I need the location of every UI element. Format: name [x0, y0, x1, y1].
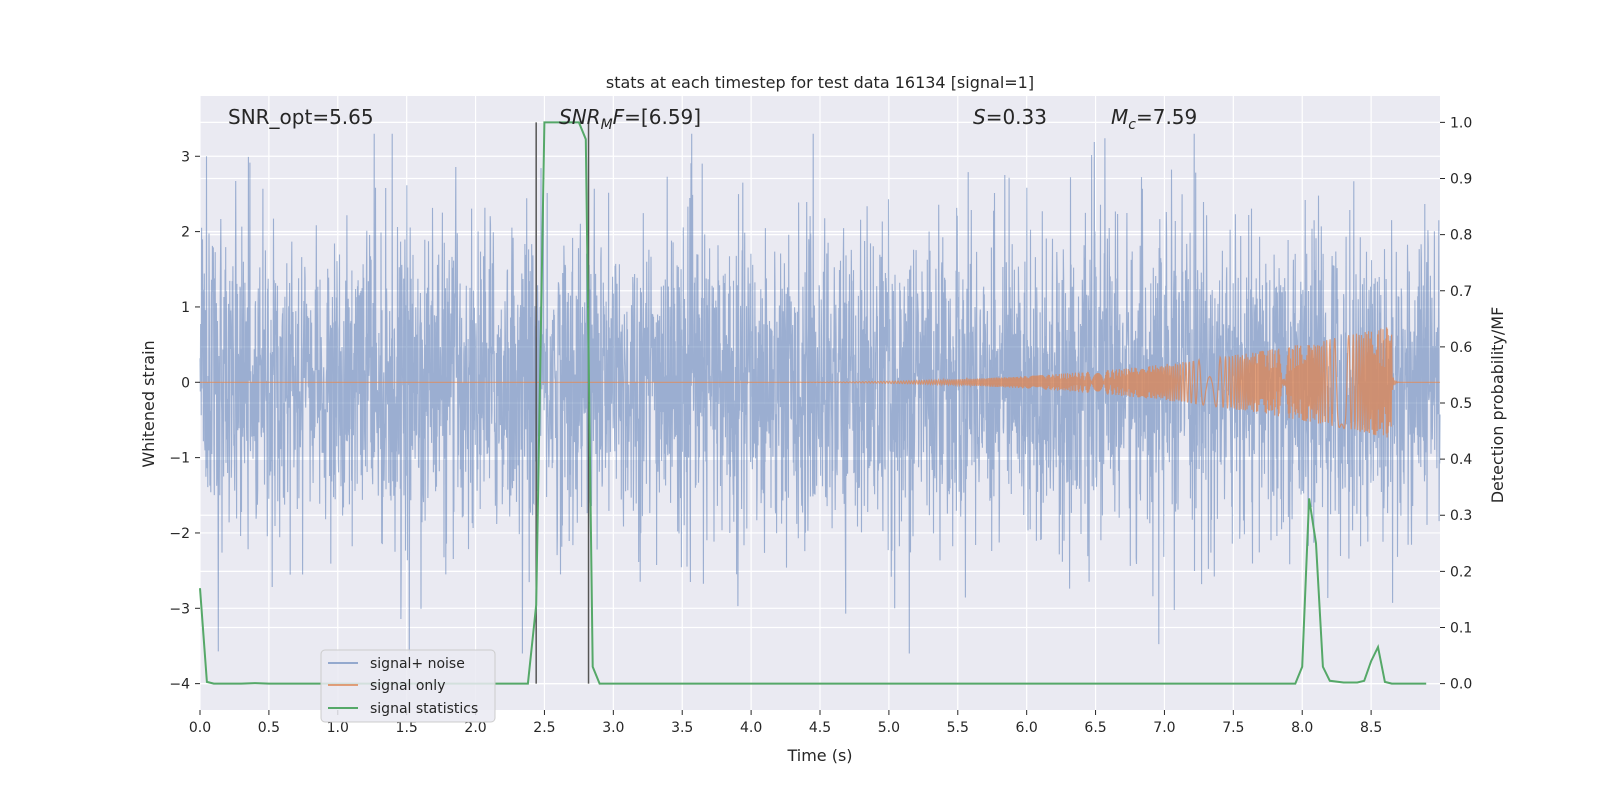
- y-left-tick-label: 1: [181, 300, 190, 316]
- y-left-tick-label: −2: [169, 526, 190, 542]
- annotation-snr-mf-sub: M: [601, 117, 613, 133]
- annotation-s-symbol: S: [973, 105, 986, 129]
- y-left-tick-label: 2: [181, 225, 190, 241]
- annotation-snr-opt: SNR_opt=5.65: [228, 105, 374, 129]
- legend-label-signal-noise: signal+ noise: [370, 656, 465, 672]
- annotation-mc-sub: c: [1128, 117, 1136, 133]
- y-left-axis-ticks: 3 2 1 0 −1 −2 −3 −4: [169, 149, 200, 693]
- y-right-tick-label: 0.1: [1450, 620, 1472, 636]
- signal-noise-line: [199, 133, 1441, 654]
- y-left-axis-label: Whitened strain: [139, 340, 158, 467]
- y-left-tick-label: 0: [181, 375, 190, 391]
- annotation-s-value: =0.33: [986, 105, 1047, 129]
- signal-statistics-line: [199, 121, 1427, 685]
- series-signal-only: [200, 327, 1440, 438]
- y-right-tick-label: 0.2: [1450, 564, 1472, 580]
- x-tick-label: 7.0: [1153, 720, 1175, 736]
- x-tick-label: 4.0: [740, 720, 762, 736]
- annotation-snr-mf-value: =[6.59]: [624, 105, 701, 129]
- y-right-tick-label: 0.3: [1450, 508, 1472, 524]
- y-right-tick-label: 0.0: [1450, 677, 1472, 693]
- x-tick-label: 2.0: [464, 720, 486, 736]
- y-left-tick-label: −3: [169, 601, 190, 617]
- x-tick-label: 2.5: [533, 720, 555, 736]
- x-tick-label: 0.5: [258, 720, 280, 736]
- x-tick-label: 6.5: [1084, 720, 1106, 736]
- series-signal-statistics: [199, 121, 1427, 685]
- y-left-tick-label: −1: [169, 451, 190, 467]
- y-left-tick-label: −4: [169, 677, 190, 693]
- annotation-snr-mf: SNRMF=[6.59]: [559, 105, 701, 133]
- x-axis-label: Time (s): [786, 746, 852, 765]
- x-tick-label: 1.0: [327, 720, 349, 736]
- y-right-tick-label: 0.8: [1450, 228, 1472, 244]
- legend: signal+ noise signal only signal statist…: [320, 649, 496, 723]
- x-axis-ticks: 0.0 0.5 1.0 1.5 2.0 2.5 3.0 3.5 4.0 4.5 5.0 5.5 6.0 6…: [189, 710, 1382, 736]
- x-tick-label: 5.5: [947, 720, 969, 736]
- x-tick-label: 3.0: [602, 720, 624, 736]
- annotation-snr-mf-symbol: SNR: [559, 105, 601, 129]
- series-signal-noise: [199, 133, 1441, 654]
- signal-only-line: [200, 327, 1440, 438]
- annotation-mc-value: =7.59: [1136, 105, 1197, 129]
- y-right-tick-label: 0.5: [1450, 396, 1472, 412]
- chart-title: stats at each timestep for test data 161…: [606, 73, 1034, 92]
- annotation-mc-symbol: M: [1111, 105, 1128, 129]
- y-right-tick-label: 1.0: [1450, 115, 1472, 131]
- y-right-tick-label: 0.4: [1450, 452, 1472, 468]
- y-right-axis-ticks: 1.0 0.9 0.8 0.7 0.6 0.5 0.4 0.3 0.2 0.1 0.0: [1440, 115, 1472, 693]
- x-tick-label: 5.0: [878, 720, 900, 736]
- x-tick-label: 4.5: [809, 720, 831, 736]
- annotation-snr-mf-tail: F: [613, 105, 625, 129]
- y-right-axis-label: Detection probability/MF: [1488, 307, 1507, 504]
- annotation-mc: Mc=7.59: [1111, 105, 1197, 133]
- y-left-tick-label: 3: [181, 149, 190, 165]
- x-tick-label: 6.0: [1016, 720, 1038, 736]
- annotation-s: S=0.33: [973, 105, 1047, 129]
- x-tick-label: 7.5: [1222, 720, 1244, 736]
- x-tick-label: 8.5: [1360, 720, 1382, 736]
- legend-label-signal-only: signal only: [370, 678, 445, 694]
- x-tick-label: 3.5: [671, 720, 693, 736]
- y-right-tick-label: 0.9: [1450, 172, 1472, 188]
- legend-box: [320, 649, 496, 723]
- x-tick-label: 0.0: [189, 720, 211, 736]
- x-tick-label: 1.5: [396, 720, 418, 736]
- legend-label-signal-statistics: signal statistics: [370, 701, 478, 717]
- y-right-tick-label: 0.6: [1450, 340, 1472, 356]
- x-tick-label: 8.0: [1291, 720, 1313, 736]
- y-right-tick-label: 0.7: [1450, 284, 1472, 300]
